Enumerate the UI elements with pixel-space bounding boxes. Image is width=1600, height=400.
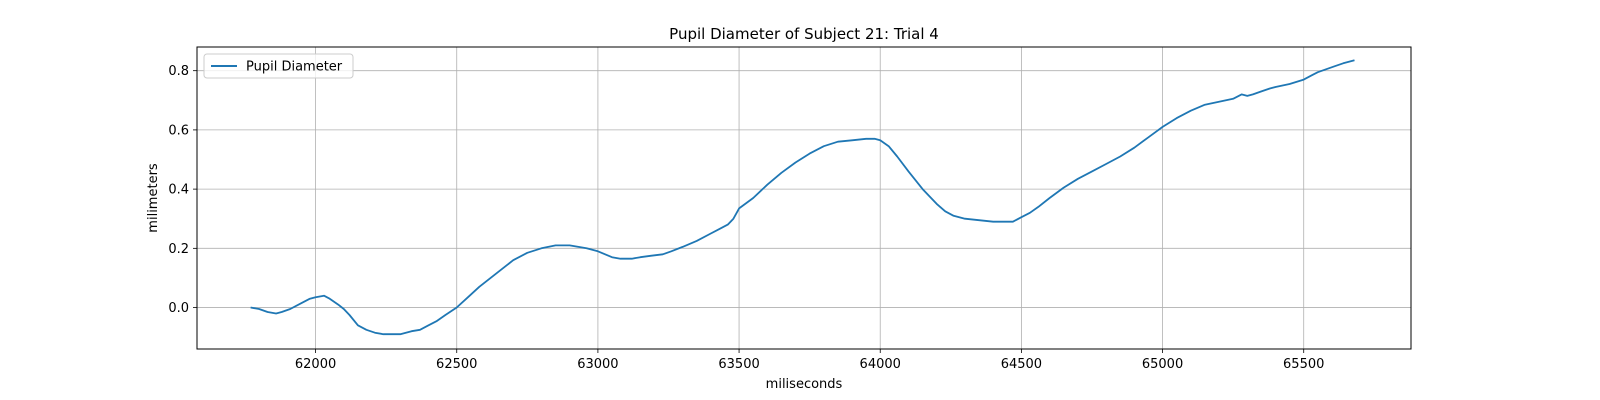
- x-axis-label: miliseconds: [766, 377, 843, 392]
- x-tick-label: 62500: [436, 357, 477, 372]
- x-tick-label: 64000: [860, 357, 901, 372]
- y-tick-label: 0.0: [168, 301, 189, 316]
- legend-box: [203, 53, 354, 79]
- y-tick-label: 0.6: [168, 123, 189, 138]
- y-tick-label: 0.4: [168, 183, 189, 198]
- series-layer: [250, 59, 1355, 336]
- x-tick-label: 63000: [577, 357, 618, 372]
- plot-frame: [196, 46, 1412, 350]
- x-tick-label: 62000: [295, 357, 336, 372]
- grid-lines: [197, 47, 1411, 349]
- x-tick-label: 65500: [1283, 357, 1324, 372]
- series-line-pupil-diameter: [250, 59, 1355, 336]
- x-tick-label: 63500: [718, 357, 759, 372]
- legend-entry-pupil-diameter: Pupil Diameter: [246, 60, 343, 75]
- y-axis-ticks: 0.0 0.2 0.4 0.6 0.8: [168, 64, 197, 316]
- x-axis-ticks: 62000 62500 63000 63500 64000 64500 65000 65500: [295, 349, 1324, 372]
- x-tick-label: 65000: [1142, 357, 1183, 372]
- y-axis-label: milimeters: [146, 163, 161, 233]
- chart-title: Pupil Diameter of Subject 21: Trial 4: [669, 25, 939, 43]
- y-tick-label: 0.8: [168, 64, 189, 79]
- y-tick-label: 0.2: [168, 242, 189, 257]
- x-tick-label: 64500: [1001, 357, 1042, 372]
- legend: Pupil Diameter: [203, 53, 354, 79]
